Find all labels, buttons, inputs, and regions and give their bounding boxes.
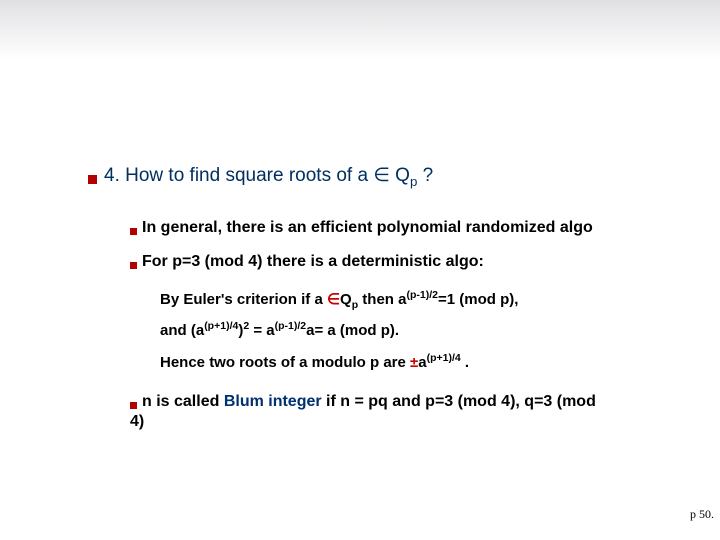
l1-a: By Euler's criterion if a [160, 291, 327, 308]
sub-3-line1: n is called Blum integer if n = pq and p… [142, 393, 596, 411]
body-line-3: Hence two roots of a modulo p are ±a(p+1… [160, 354, 469, 371]
l1-exp1: (p-1)/2 [406, 289, 438, 301]
sub-1: In general, there is an efficient polyno… [142, 219, 593, 237]
l1-d: =1 (mod p), [438, 291, 518, 308]
l1-b: Q [340, 291, 352, 308]
bullet-sub-3 [130, 402, 137, 409]
l3-c: . [461, 354, 469, 371]
main-symbol: ∈ [373, 165, 390, 186]
bullet-sub-2 [130, 262, 137, 269]
l2-c: = a [249, 322, 274, 339]
b3-a: n is called [142, 393, 224, 410]
bullet-main [88, 175, 97, 184]
l2-exp3: (p-1)/2 [275, 320, 307, 332]
slide: 4. How to find square roots of a ∈ Qp ? … [0, 0, 720, 540]
page-number: p 50. [690, 507, 714, 522]
l1-c: then a [358, 291, 406, 308]
main-heading: 4. How to find square roots of a ∈ Qp ? [104, 164, 433, 187]
main-q: Q [390, 165, 410, 186]
main-text-2: ? [417, 165, 433, 186]
body-line-1: By Euler's criterion if a ∈Qp then a(p-1… [160, 290, 518, 308]
bullet-sub-1 [130, 228, 137, 235]
sub-2: For p=3 (mod 4) there is a deterministic… [142, 253, 484, 271]
b3-blum: Blum integer [224, 393, 322, 410]
l2-d: a= a (mod p). [306, 322, 399, 339]
b3-b: if n = pq and p=3 (mod 4), q=3 (mod [322, 393, 596, 410]
l2-a: and (a [160, 322, 204, 339]
l1-sym: ∈ [327, 291, 340, 308]
sub-3-line2: 4) [130, 413, 144, 431]
l3-b: a [418, 354, 426, 371]
l3-exp: (p+1)/4 [427, 352, 461, 364]
body-line-2: and (a(p+1)/4)2 = a(p-1)/2a= a (mod p). [160, 322, 399, 339]
l3-a: Hence two roots of a modulo p are [160, 354, 410, 371]
main-text-1: 4. How to find square roots of a [104, 165, 373, 186]
top-shade [0, 0, 720, 60]
l2-exp1: (p+1)/4 [204, 320, 238, 332]
